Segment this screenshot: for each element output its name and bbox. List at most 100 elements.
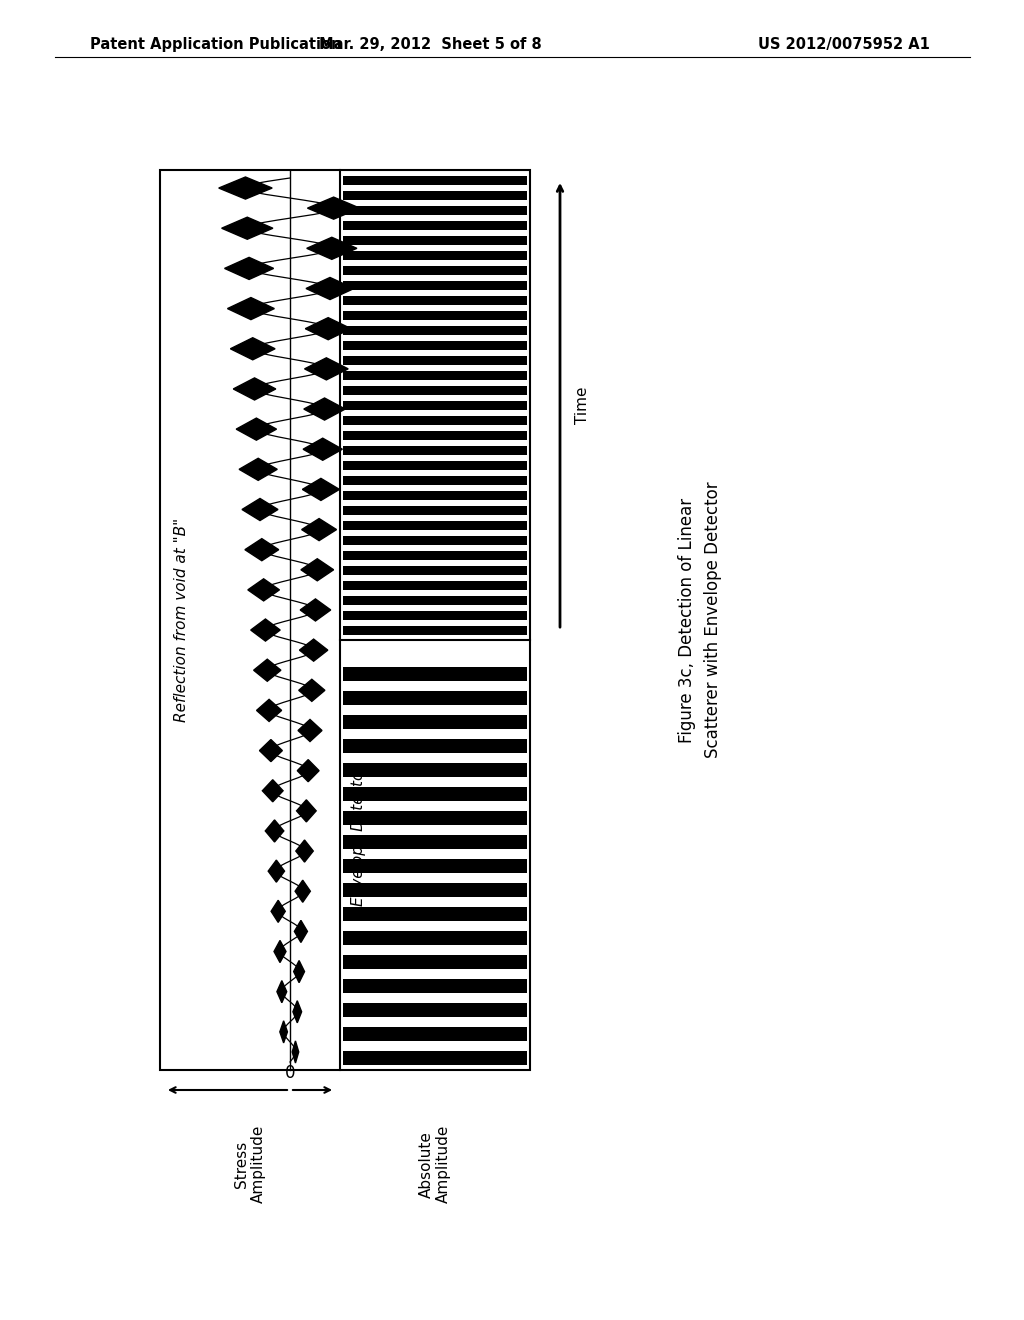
- Text: Mar. 29, 2012  Sheet 5 of 8: Mar. 29, 2012 Sheet 5 of 8: [318, 37, 542, 51]
- Polygon shape: [230, 338, 275, 360]
- Bar: [343, 191, 527, 201]
- Bar: [343, 979, 527, 993]
- Bar: [343, 220, 527, 230]
- Polygon shape: [265, 820, 284, 842]
- Bar: [343, 907, 527, 921]
- Bar: [343, 536, 527, 545]
- Polygon shape: [245, 539, 279, 561]
- Bar: [343, 690, 527, 705]
- Bar: [343, 356, 527, 366]
- Bar: [343, 432, 527, 440]
- Bar: [343, 1003, 527, 1016]
- Text: US 2012/0075952 A1: US 2012/0075952 A1: [758, 37, 930, 51]
- Bar: [343, 667, 527, 681]
- Bar: [343, 385, 527, 395]
- Polygon shape: [292, 1041, 299, 1063]
- Polygon shape: [254, 659, 281, 681]
- Bar: [343, 477, 527, 484]
- Bar: [343, 371, 527, 380]
- Bar: [343, 597, 527, 605]
- Polygon shape: [297, 800, 316, 822]
- Polygon shape: [293, 1001, 302, 1023]
- Bar: [343, 787, 527, 801]
- Polygon shape: [239, 458, 278, 480]
- Bar: [343, 931, 527, 945]
- Bar: [343, 326, 527, 335]
- Bar: [343, 739, 527, 752]
- Bar: [343, 296, 527, 305]
- Bar: [343, 550, 527, 560]
- Bar: [343, 506, 527, 515]
- Bar: [343, 1027, 527, 1041]
- Polygon shape: [302, 478, 339, 500]
- Bar: [343, 883, 527, 898]
- Text: Envelope Detector: Envelope Detector: [350, 764, 366, 906]
- Polygon shape: [280, 1020, 288, 1043]
- Polygon shape: [297, 759, 319, 781]
- Polygon shape: [300, 599, 331, 620]
- Bar: [343, 401, 527, 411]
- Polygon shape: [295, 880, 310, 903]
- Bar: [343, 446, 527, 455]
- Polygon shape: [251, 619, 281, 642]
- Bar: [343, 281, 527, 290]
- Bar: [343, 859, 527, 873]
- Bar: [343, 312, 527, 319]
- Text: Patent Application Publication: Patent Application Publication: [90, 37, 341, 51]
- Polygon shape: [299, 680, 325, 701]
- Bar: [343, 341, 527, 350]
- Polygon shape: [271, 900, 286, 923]
- Polygon shape: [302, 519, 337, 541]
- Polygon shape: [224, 257, 273, 280]
- Bar: [343, 763, 527, 777]
- Polygon shape: [242, 499, 278, 520]
- Polygon shape: [276, 981, 287, 1003]
- Text: Time: Time: [575, 387, 590, 424]
- Polygon shape: [301, 558, 334, 581]
- Polygon shape: [304, 358, 348, 380]
- Polygon shape: [237, 418, 276, 440]
- Polygon shape: [259, 739, 283, 762]
- Bar: [343, 416, 527, 425]
- Bar: [343, 566, 527, 576]
- Bar: [343, 715, 527, 729]
- Bar: [343, 836, 527, 849]
- Polygon shape: [248, 578, 280, 601]
- Polygon shape: [304, 399, 345, 420]
- Polygon shape: [219, 177, 272, 199]
- Polygon shape: [299, 639, 328, 661]
- Bar: [343, 176, 527, 185]
- Polygon shape: [307, 238, 357, 259]
- Polygon shape: [227, 297, 274, 319]
- Polygon shape: [294, 920, 307, 942]
- Bar: [343, 521, 527, 531]
- Bar: [343, 491, 527, 500]
- Bar: [343, 581, 527, 590]
- Polygon shape: [306, 277, 354, 300]
- Polygon shape: [303, 438, 342, 461]
- Bar: [160, 170, 530, 1071]
- Bar: [343, 611, 527, 620]
- Polygon shape: [221, 218, 273, 239]
- Polygon shape: [274, 940, 286, 962]
- Bar: [343, 251, 527, 260]
- Polygon shape: [294, 961, 304, 982]
- Text: Figure 3c, Detection of Linear
Scatterer with Envelope Detector: Figure 3c, Detection of Linear Scatterer…: [679, 482, 722, 758]
- Bar: [343, 1051, 527, 1065]
- Text: Stress
Amplitude: Stress Amplitude: [233, 1125, 266, 1204]
- Bar: [343, 206, 527, 215]
- Text: Reflection from void at "B": Reflection from void at "B": [174, 517, 189, 722]
- Bar: [343, 954, 527, 969]
- Polygon shape: [257, 700, 282, 722]
- Polygon shape: [296, 840, 313, 862]
- Polygon shape: [262, 780, 283, 801]
- Polygon shape: [307, 197, 359, 219]
- Bar: [343, 810, 527, 825]
- Text: 0: 0: [285, 1064, 295, 1082]
- Bar: [343, 626, 527, 635]
- Bar: [343, 461, 527, 470]
- Polygon shape: [305, 318, 351, 339]
- Text: Absolute
Amplitude: Absolute Amplitude: [419, 1125, 452, 1204]
- Polygon shape: [233, 378, 275, 400]
- Polygon shape: [268, 861, 285, 882]
